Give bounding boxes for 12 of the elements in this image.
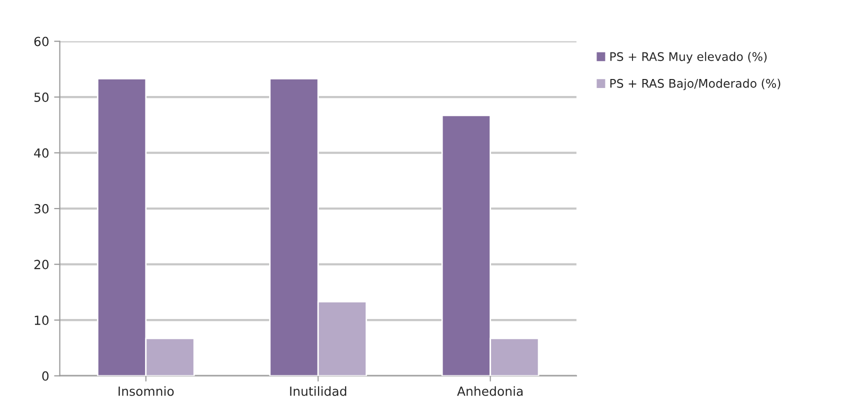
y-tick-label: 50 xyxy=(34,92,49,102)
x-tick-label: Inutilidad xyxy=(290,386,346,396)
y-tick-label: 40 xyxy=(34,148,49,158)
y-tick-label: 10 xyxy=(34,316,49,325)
legend-label: PS + RAS Bajo/Moderado (%) xyxy=(610,78,780,90)
y-tick-label: 60 xyxy=(34,36,49,46)
y-tick-label: 0 xyxy=(42,371,49,381)
x-tick-label: Insomnio xyxy=(118,386,174,396)
legend-label: PS + RAS Muy elevado (%) xyxy=(610,52,767,64)
x-tick-label: Anhedonia xyxy=(457,386,523,396)
y-tick-label: 30 xyxy=(34,204,49,214)
y-tick-label: 20 xyxy=(34,260,49,270)
